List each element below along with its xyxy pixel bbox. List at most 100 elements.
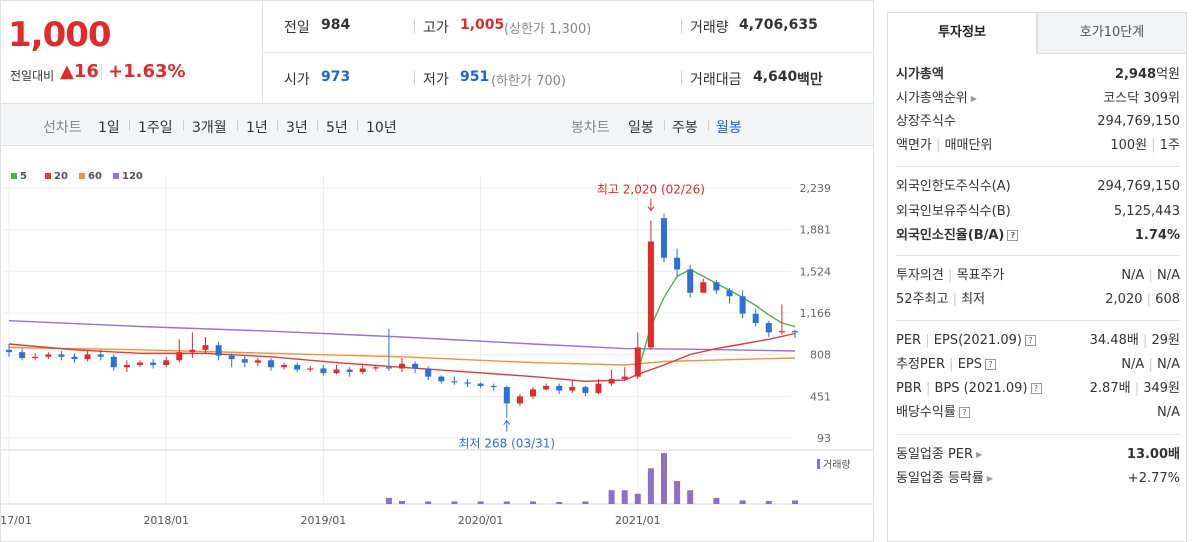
help-icon[interactable]: ?	[985, 359, 996, 370]
pbr-row: PBR | BPS (2021.09)? 2.87배 | 349원	[896, 381, 1180, 396]
period-1w[interactable]: 1주일	[138, 120, 173, 136]
min-annotation: 최저 268 (03/31)	[459, 437, 556, 451]
candle-body	[661, 218, 667, 258]
candle-body	[281, 364, 288, 368]
y-tick-label: 808	[810, 349, 831, 362]
par-value: 100원	[1110, 138, 1148, 153]
period-bar: 선차트 1일 1주일 3개월 1년 3년 5년 10년 봉차트 일봉 주봉 월봉	[0, 104, 874, 146]
volume-bar	[530, 501, 536, 504]
upper-limit: (상한가 1,300)	[504, 22, 592, 37]
y-tick-label: 1,166	[800, 307, 832, 320]
period-3m[interactable]: 3개월	[192, 120, 227, 136]
investment-info-panel: 투자정보 호가10단계 시가총액 2,948억원 시가총액순위 ▶ 코스닥 309…	[887, 0, 1195, 542]
candle-monthly[interactable]: 월봉	[716, 120, 742, 136]
week52-high-label: 52주최고	[896, 292, 949, 307]
period-3y[interactable]: 3년	[286, 120, 308, 136]
help-icon[interactable]: ?	[958, 407, 970, 418]
help-icon[interactable]: ?	[1007, 230, 1019, 241]
divider	[277, 120, 278, 131]
candle-body	[713, 282, 720, 291]
volume-bar	[477, 501, 484, 504]
low-label: 저가	[423, 72, 449, 88]
divider	[896, 434, 1180, 435]
arrow-right-icon: ▶	[986, 474, 994, 483]
candle-body	[215, 345, 222, 356]
volume-bar	[425, 501, 432, 504]
candle-body	[123, 364, 130, 368]
candle-body	[608, 378, 615, 384]
volume-bar	[765, 500, 772, 504]
volume-bar	[687, 490, 694, 504]
candle-body	[294, 364, 301, 370]
candle-body	[752, 313, 759, 324]
candle-weekly[interactable]: 주봉	[672, 120, 698, 136]
divider	[183, 120, 184, 131]
x-tick-label: 2018/01	[143, 514, 189, 527]
volume-label: 거래량	[690, 20, 729, 36]
x-tick-label: 2019/01	[301, 514, 347, 527]
max-arrow-head	[647, 206, 655, 212]
candle-body	[45, 354, 52, 357]
help-icon[interactable]: ?	[1024, 335, 1036, 346]
industry-per-row[interactable]: 동일업종 PER ▶ 13.00배	[896, 444, 1180, 466]
shares-row: 상장주식수 294,769,150	[896, 111, 1180, 133]
market-cap-value: 2,948	[1114, 67, 1157, 82]
period-10y[interactable]: 10년	[366, 120, 397, 136]
volume-bar	[792, 500, 798, 504]
est-eps-label: EPS	[957, 357, 982, 372]
candle-body	[189, 349, 196, 353]
target-value: N/A	[1157, 268, 1180, 283]
amount-unit: 백만	[797, 72, 823, 88]
arrow-right-icon: ▶	[970, 94, 977, 103]
y-tick-label: 2,239	[800, 182, 832, 195]
dividend-row: 배당수익률? N/A	[896, 402, 1180, 424]
candle-body	[268, 360, 274, 368]
candle-body	[71, 356, 78, 360]
prev-close-value: 984	[321, 17, 351, 33]
tab-investment-info[interactable]: 투자정보	[887, 12, 1037, 54]
shares-label: 상장주식수	[896, 114, 956, 129]
volume-bar	[451, 501, 458, 504]
y-tick-label: 1,524	[800, 265, 832, 278]
candle-body	[634, 347, 641, 377]
period-1y[interactable]: 1년	[246, 120, 268, 136]
period-5y[interactable]: 5년	[326, 120, 348, 136]
divider	[357, 120, 358, 131]
candle-body	[700, 282, 707, 293]
volume-bar	[556, 501, 563, 504]
industry-change-row[interactable]: 동일업종 등락률 ▶ +2.77%	[896, 468, 1180, 490]
quote-panel: 1,000 전일대비 ▲16 +1.63% 전일 984 고가 1,005 (상…	[0, 0, 874, 104]
candle-body	[516, 396, 523, 404]
volume-bar	[608, 490, 615, 504]
change-percent: +1.63%	[108, 61, 186, 82]
help-icon[interactable]: ?	[1030, 383, 1042, 394]
foreign-ratio-value: 1.74%	[1134, 228, 1180, 243]
legend-label: 20	[54, 171, 68, 182]
candle-body	[110, 356, 117, 368]
volume-legend-swatch	[817, 459, 820, 469]
amount-value: 4,640	[753, 69, 798, 85]
week52-low-label: 최저	[961, 292, 986, 307]
candle-daily[interactable]: 일봉	[628, 120, 654, 136]
shares-value: 294,769,150	[1097, 114, 1180, 129]
divider	[414, 19, 415, 33]
candle-body	[739, 296, 746, 314]
candle-body	[412, 363, 419, 369]
tab-order-book[interactable]: 호가10단계	[1037, 12, 1187, 54]
candle-body	[307, 368, 314, 370]
candle-body	[778, 331, 785, 333]
foreign-ratio-row: 외국인소진율(B/A)? 1.74%	[896, 225, 1180, 247]
price-block: 1,000 전일대비 ▲16 +1.63%	[1, 1, 263, 103]
current-price: 1,000	[8, 15, 112, 55]
rank-row[interactable]: 시가총액순위 ▶ 코스닥 309위	[896, 88, 1180, 110]
open-value: 973	[321, 69, 351, 85]
market-cap-row: 시가총액 2,948억원	[896, 64, 1180, 86]
candle-body	[438, 376, 445, 382]
candle-body	[228, 355, 235, 360]
period-1d[interactable]: 1일	[98, 120, 120, 136]
divider	[896, 255, 1180, 256]
candle-body	[792, 331, 798, 333]
stock-chart: 2,239 1,881 1,524 1,166 808 451 93 2017/01 2018/…	[0, 146, 874, 542]
dividend-value: N/A	[1157, 405, 1180, 420]
pbr-label: PBR	[896, 381, 922, 396]
